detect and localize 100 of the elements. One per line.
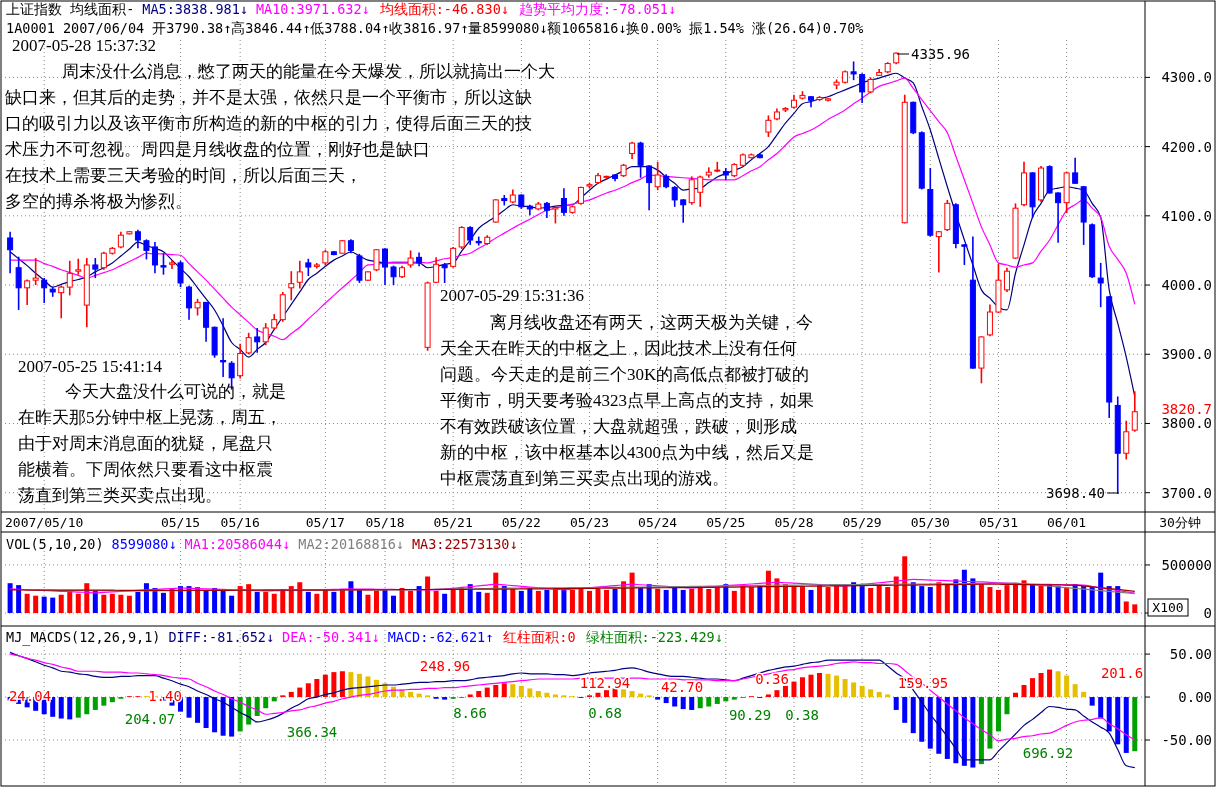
candlestick [92, 257, 99, 279]
bar [433, 590, 439, 613]
bar [1115, 697, 1121, 745]
bar [1064, 588, 1070, 613]
bar [229, 697, 235, 737]
candlestick [66, 260, 73, 297]
bar [629, 691, 635, 698]
bar [552, 694, 558, 698]
bar [237, 697, 243, 732]
bar [834, 675, 840, 698]
bar [638, 588, 644, 613]
bar [467, 694, 473, 698]
bar [135, 591, 141, 613]
x-tick-label: 05/17 [305, 515, 345, 530]
bar [1089, 587, 1095, 613]
candlestick [765, 114, 772, 138]
bar [663, 589, 669, 613]
candlestick [654, 161, 661, 192]
bar [885, 587, 891, 613]
bar [143, 583, 149, 613]
bar [1123, 601, 1129, 613]
bar [689, 588, 695, 613]
bar [765, 694, 771, 698]
bar [41, 596, 47, 613]
bar [1012, 584, 1018, 613]
x-tick-label: 05/30 [910, 515, 950, 530]
text: 均线面积:-46.830↓ [378, 1, 509, 17]
bar [970, 578, 976, 613]
bar [220, 590, 226, 613]
bar [33, 595, 39, 613]
bar [1098, 572, 1104, 613]
bar [910, 697, 916, 734]
bar [731, 590, 737, 613]
bar [757, 585, 763, 613]
bar [408, 590, 414, 613]
candlestick [492, 198, 499, 224]
candlestick [143, 238, 150, 261]
text: X100 [1152, 600, 1184, 615]
bar [655, 697, 661, 700]
bar [442, 593, 448, 613]
bar [476, 691, 482, 698]
bar [535, 691, 541, 698]
bar [126, 595, 132, 613]
bar [109, 593, 115, 613]
bar [305, 683, 311, 698]
bar [868, 588, 874, 613]
bar [876, 584, 882, 613]
bar [493, 572, 499, 613]
bar [518, 685, 524, 698]
text: 3820.7 [1161, 401, 1212, 417]
candlestick [1072, 156, 1079, 185]
candlestick [382, 247, 388, 286]
bar [203, 697, 209, 728]
text: MA3:22573130↓ [411, 536, 518, 552]
bar [808, 589, 814, 613]
bar [305, 591, 311, 613]
bar [399, 588, 405, 613]
x-tick-label: 06/01 [1047, 515, 1087, 530]
text: 趋势平均力度:-78.051↓ [518, 1, 677, 17]
x-tick-label: 05/25 [706, 515, 746, 530]
bar [356, 673, 362, 698]
bar [484, 687, 490, 698]
bar [24, 593, 30, 613]
annotation: 今天大盘没什么可说的，就是在昨天那5分钟中枢上晃荡，周五，由于对周末消息面的犹疑，尾盘只能横着。下周依然只要看这中枢震荡直到第三类买卖点出现。 [18, 382, 286, 505]
bar [1098, 697, 1104, 719]
bar [791, 586, 797, 613]
bar [817, 672, 823, 698]
bar [92, 697, 98, 710]
bar [186, 586, 192, 613]
chart-title: MJ_MACDS(12,26,9,1) [6, 629, 161, 646]
bar [987, 587, 993, 613]
bar [799, 677, 805, 698]
bar [288, 691, 294, 698]
bar [195, 697, 201, 723]
bar [893, 576, 899, 613]
bar [288, 586, 294, 613]
bar [92, 589, 98, 613]
text: 8599080↓ [111, 536, 177, 552]
text: MACD:-62.621↑ [387, 629, 494, 645]
bar [927, 587, 933, 613]
bar [101, 697, 107, 706]
annotation: 248.96 [419, 658, 471, 674]
y-tick-label: -50.00 [1161, 732, 1212, 749]
bar [1055, 586, 1061, 613]
bar [595, 692, 601, 698]
candlestick [688, 175, 695, 206]
bar [1106, 697, 1112, 732]
bar [331, 672, 337, 698]
bar [927, 697, 933, 749]
y-tick-label: 0.00 [1178, 689, 1212, 706]
bar [58, 594, 64, 613]
bar [493, 685, 499, 698]
bar [825, 673, 831, 698]
candlestick [680, 198, 687, 224]
bar [331, 591, 337, 613]
candlestick [697, 174, 704, 208]
candlestick [15, 255, 22, 311]
bar [84, 697, 90, 715]
bar [1123, 697, 1129, 753]
line-series [9, 583, 1136, 592]
